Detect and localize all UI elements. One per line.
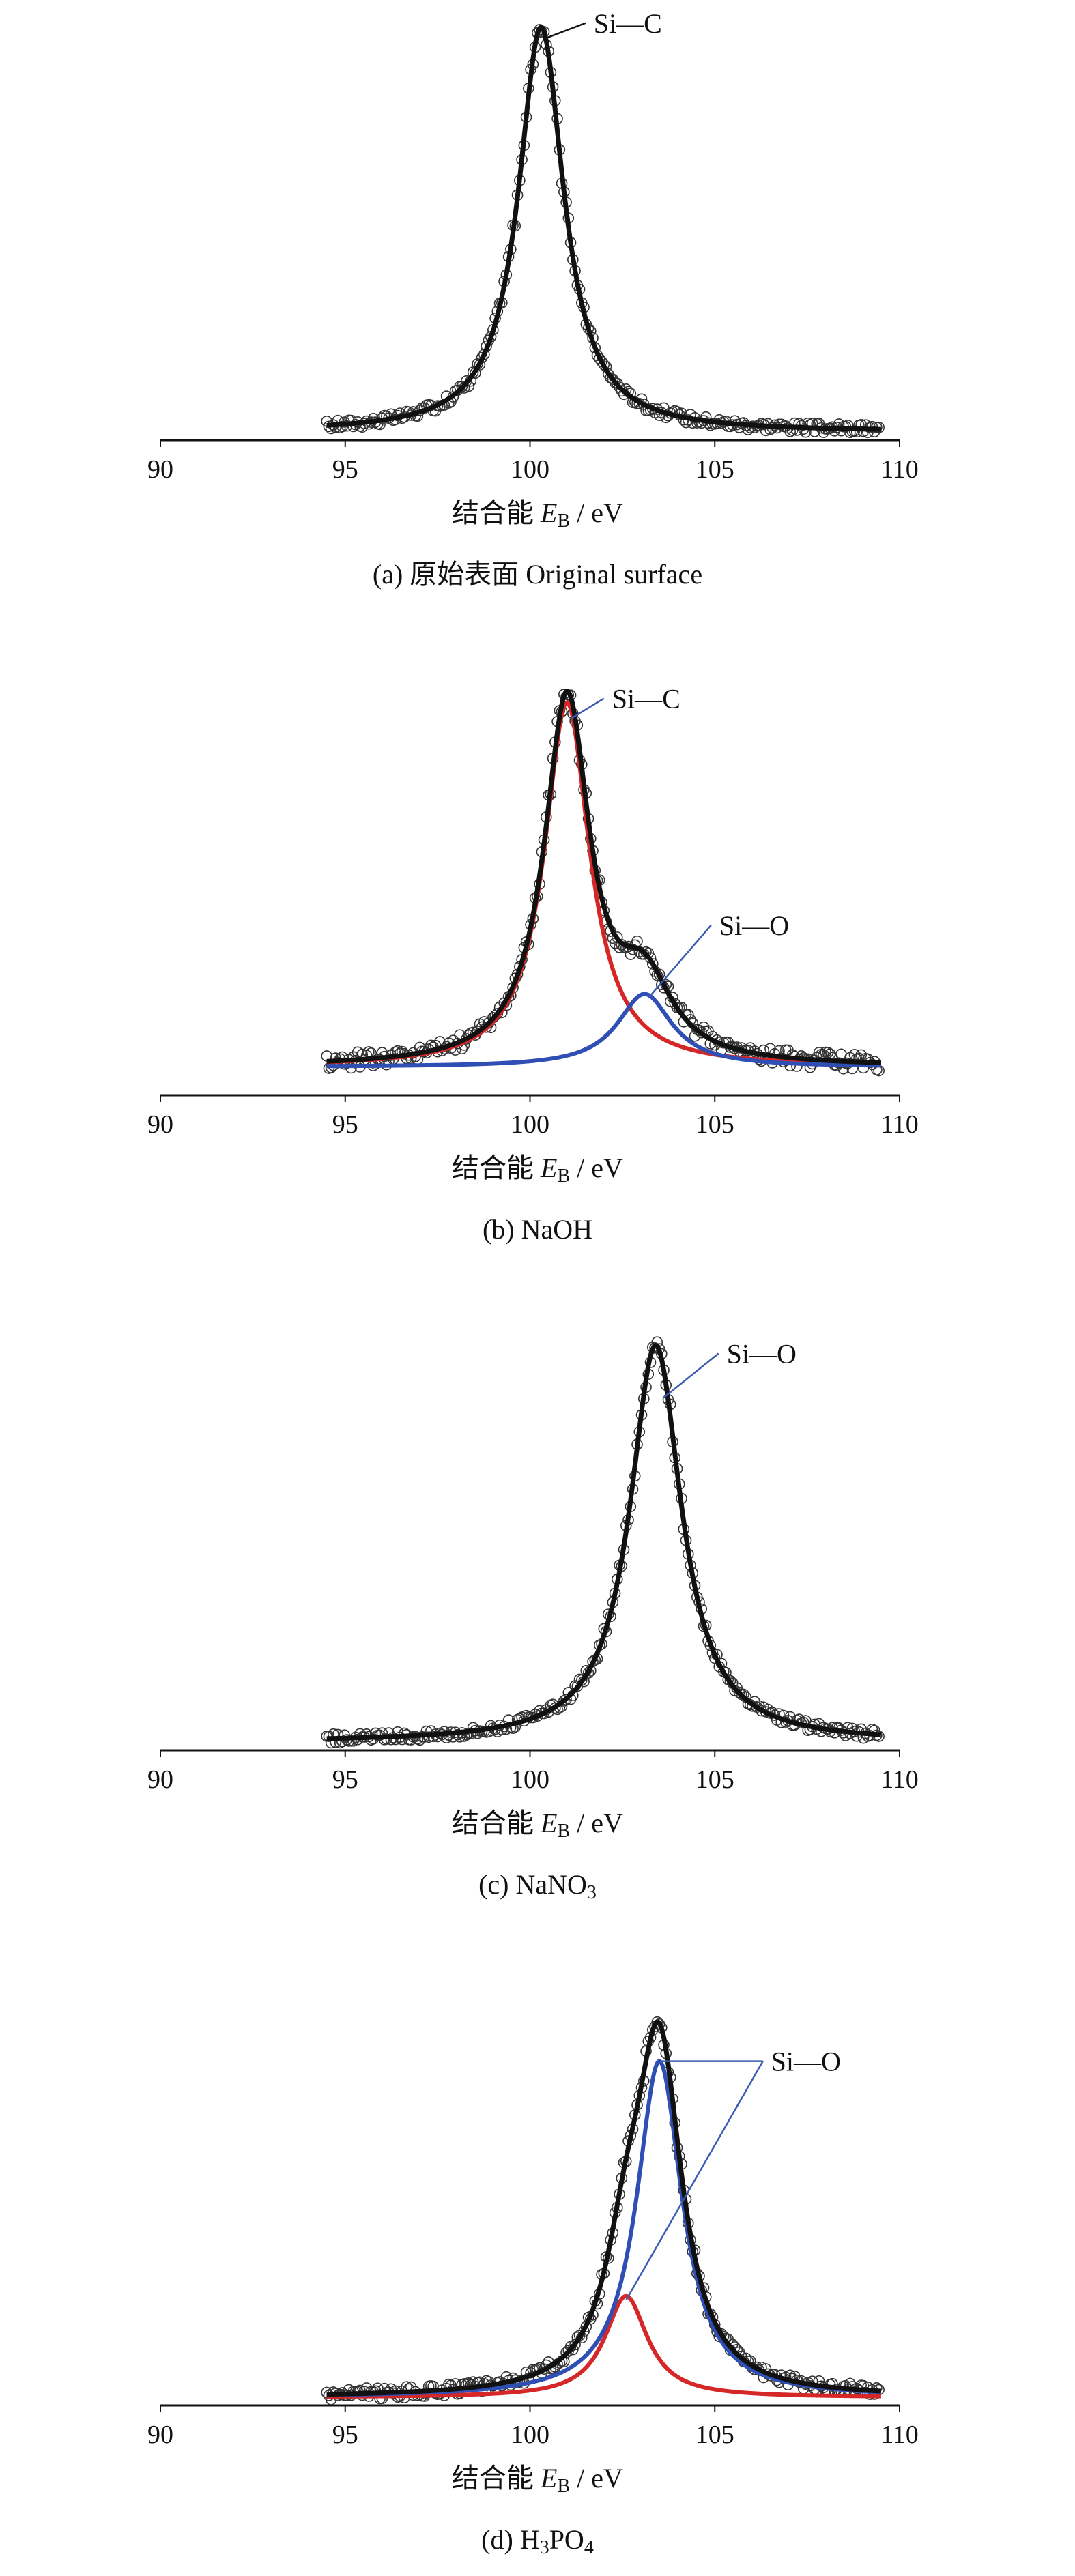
x-tick-label: 105 bbox=[696, 455, 734, 484]
data-point bbox=[651, 2016, 663, 2028]
annotation-label: Si—O bbox=[771, 2046, 841, 2077]
x-tick-label: 95 bbox=[332, 455, 358, 484]
x-tick-label: 105 bbox=[696, 1110, 734, 1139]
fit-envelope-line bbox=[325, 2019, 883, 2397]
raw-data-points bbox=[321, 24, 885, 439]
x-axis-label-d: 结合能 EB / eV bbox=[452, 2463, 623, 2497]
annotation-leader-line bbox=[662, 1352, 719, 1399]
annotation-leader-line bbox=[543, 22, 586, 40]
raw-data-points bbox=[321, 1336, 885, 1749]
data-point bbox=[631, 935, 643, 947]
x-tick-label: 95 bbox=[332, 1110, 358, 1139]
data-point bbox=[646, 958, 659, 970]
component-peak-line bbox=[325, 992, 883, 1069]
fit-envelope-line bbox=[325, 689, 883, 1065]
x-tick-label: 100 bbox=[511, 455, 549, 484]
component-peak-line bbox=[325, 2059, 883, 2397]
panel-b: 90 95 100 105 110 Si—C Si—O 结合能 EB / eV (b) Na… bbox=[0, 655, 1075, 1269]
x-tick-label: 105 bbox=[696, 2420, 734, 2449]
chart-a: 90 95 100 105 110 Si—C bbox=[147, 8, 919, 484]
panel-a: 90 95 100 105 110 Si—C 结合能 EB / eV (a) 原始表面 O… bbox=[0, 0, 1075, 600]
x-tick-label: 90 bbox=[147, 1110, 173, 1139]
panel-d: 90 95 100 105 110 Si—O 结合能 EB / eV (d) H3PO4 bbox=[0, 1965, 1075, 2576]
x-tick-label: 90 bbox=[147, 455, 173, 484]
x-axis-label-c: 结合能 EB / eV bbox=[452, 1808, 623, 1842]
data-point bbox=[607, 373, 619, 386]
x-tick-label: 100 bbox=[511, 1110, 549, 1139]
annotation-label: Si—C bbox=[594, 8, 662, 39]
panel-c: 90 95 100 105 110 Si—O 结合能 EB / eV (c) NaNO3 bbox=[0, 1310, 1075, 1924]
chart-b: 90 95 100 105 110 Si—C Si—O bbox=[147, 684, 919, 1139]
x-tick-label: 100 bbox=[511, 2420, 549, 2449]
x-tick-label: 105 bbox=[696, 1765, 734, 1794]
annotation-label: Si—C bbox=[612, 684, 680, 714]
chart-c: 90 95 100 105 110 Si—O bbox=[147, 1336, 919, 1794]
fit-envelope-line bbox=[325, 25, 883, 432]
data-point bbox=[560, 2347, 572, 2358]
caption-a: (a) 原始表面 Original surface bbox=[372, 559, 703, 590]
annotation-leader-line bbox=[625, 2061, 764, 2301]
data-point bbox=[866, 420, 878, 433]
chart-d: 90 95 100 105 110 Si—O bbox=[147, 2016, 919, 2449]
data-point bbox=[560, 1694, 572, 1705]
x-tick-label: 95 bbox=[332, 2420, 358, 2449]
x-tick-label: 110 bbox=[880, 1765, 919, 1794]
x-axis-label-a: 结合能 EB / eV bbox=[452, 497, 623, 532]
annotation-leader-line bbox=[647, 924, 712, 999]
x-tick-label: 110 bbox=[880, 455, 919, 484]
annotation-label: Si—O bbox=[727, 1339, 797, 1370]
x-axis-label-b: 结合能 EB / eV bbox=[452, 1153, 623, 1187]
data-point bbox=[569, 2339, 581, 2351]
component-peak-line bbox=[325, 2293, 883, 2399]
annotation-label: Si—O bbox=[719, 910, 789, 941]
x-tick-label: 110 bbox=[880, 1110, 919, 1139]
raw-data-points bbox=[321, 689, 885, 1077]
caption-c: (c) NaNO3 bbox=[478, 1869, 597, 1903]
x-tick-label: 90 bbox=[147, 1765, 173, 1794]
x-tick-label: 110 bbox=[880, 2420, 919, 2449]
fit-envelope-line bbox=[325, 1343, 883, 1741]
caption-d: (d) H3PO4 bbox=[481, 2524, 594, 2558]
x-tick-label: 100 bbox=[511, 1765, 549, 1794]
x-tick-label: 90 bbox=[147, 2420, 173, 2449]
x-tick-label: 95 bbox=[332, 1765, 358, 1794]
caption-b: (b) NaOH bbox=[482, 1214, 593, 1245]
annotation-leader-line bbox=[570, 697, 605, 720]
data-point bbox=[779, 1044, 792, 1056]
